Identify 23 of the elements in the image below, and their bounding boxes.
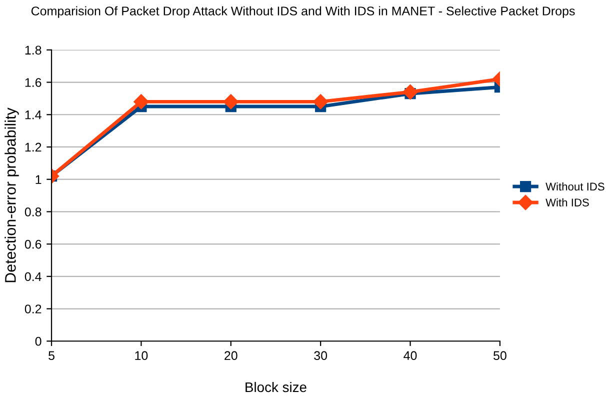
point: [223, 94, 238, 110]
y-tick-label: 1.6: [25, 78, 42, 87]
x-tick-label: 5: [48, 351, 54, 360]
legend-label: With IDS: [546, 198, 589, 206]
x-tick-label: 10: [135, 351, 148, 360]
x-tick-label: 50: [494, 351, 506, 360]
y-tick-label: 1.8: [25, 46, 42, 55]
x-tick-label: 20: [224, 351, 238, 360]
y-axis-title: Detection-error probability: [4, 108, 19, 282]
y-tick-label: 0: [35, 336, 42, 346]
y-tick-label: 0.8: [24, 208, 42, 216]
y-tick-label: 1.2: [25, 142, 42, 152]
x-tick-label: 40: [404, 351, 417, 360]
chart-title: Comparision Of Packet Drop Attack Without IDS and With IDS in MANET - Selective Packet Drops: [31, 6, 575, 18]
y-tick-label: 0.2: [24, 304, 42, 314]
y-tick-label: 1.4: [25, 110, 42, 120]
legend-label: Without IDS: [546, 182, 604, 191]
x-tick-label: 30: [314, 351, 328, 360]
x-axis-title: Block size: [246, 382, 306, 392]
y-tick-label: 0.4: [24, 272, 42, 282]
y-tick-label: 1: [36, 175, 42, 184]
point: [313, 94, 328, 110]
y-tick-label: 0.6: [24, 240, 42, 249]
